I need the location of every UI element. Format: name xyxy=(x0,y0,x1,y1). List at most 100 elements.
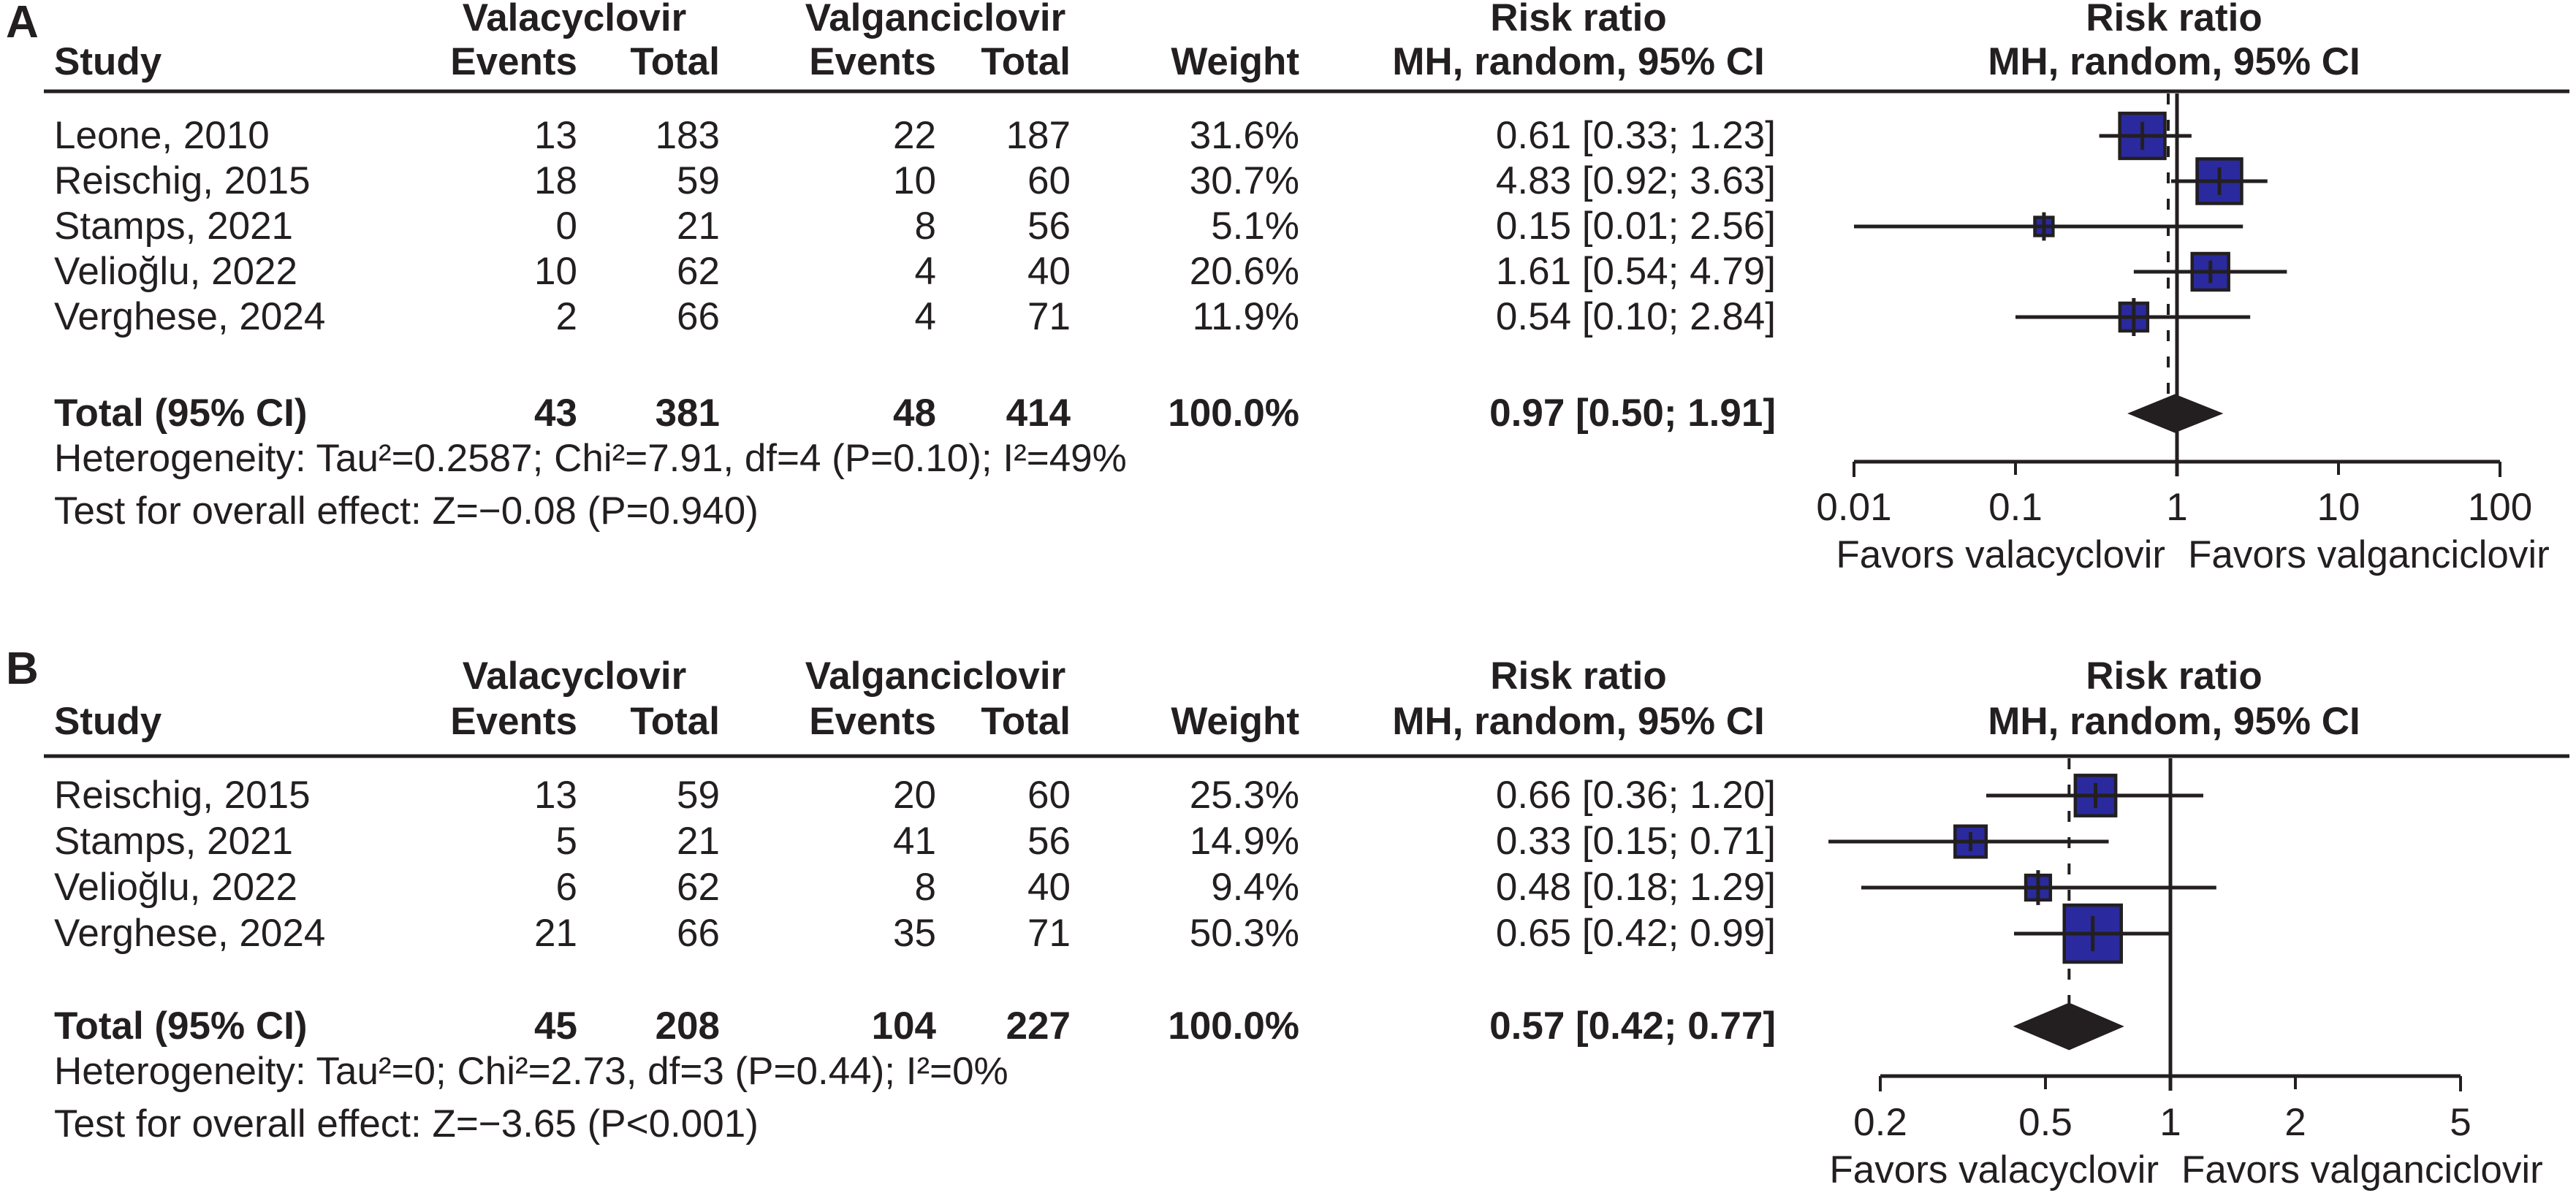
favors-right-label: Favors valganciclovir xyxy=(2188,533,2550,576)
panel-label: A xyxy=(6,0,39,47)
events-value: 41 xyxy=(893,820,936,863)
study-name: Verghese, 2024 xyxy=(54,295,326,338)
events-value: 35 xyxy=(893,912,936,955)
risk-ratio-value: 0.61 [0.33; 1.23] xyxy=(1495,114,1776,157)
plot-subtitle: MH, random, 95% CI xyxy=(1988,700,2360,743)
total-value: 71 xyxy=(1027,295,1071,338)
events-value: 5 xyxy=(555,820,577,863)
events-column-header: Events xyxy=(450,40,577,83)
events-value: 4 xyxy=(914,295,936,338)
study-column-header: Study xyxy=(54,700,162,743)
axis-tick-label: 1 xyxy=(2166,486,2187,529)
weight-value: 25.3% xyxy=(1189,774,1299,817)
study-name: Reischig, 2015 xyxy=(54,159,311,202)
events-value: 18 xyxy=(534,159,577,202)
panel-label: B xyxy=(6,644,39,694)
total-value: 59 xyxy=(677,159,720,202)
total-row-label: Total (95% CI) xyxy=(54,392,308,435)
study-name: Leone, 2010 xyxy=(54,114,270,157)
total-column-header: Total xyxy=(630,40,720,83)
total-value: 59 xyxy=(677,774,720,817)
weight-value: 100.0% xyxy=(1168,1004,1299,1048)
study-name: Verghese, 2024 xyxy=(54,912,326,955)
total-row-label: Total (95% CI) xyxy=(54,1004,308,1048)
risk-ratio-value: 0.57 [0.42; 0.77] xyxy=(1489,1004,1776,1048)
weight-value: 14.9% xyxy=(1189,820,1299,863)
events-value: 20 xyxy=(893,774,936,817)
weight-value: 9.4% xyxy=(1211,866,1299,909)
events-value: 10 xyxy=(534,250,577,293)
events-column-header: Events xyxy=(809,700,936,743)
heterogeneity-note: Heterogeneity: Tau²=0.2587; Chi²=7.91, d… xyxy=(54,437,1127,480)
group1-header: Valacyclovir xyxy=(462,0,687,39)
favors-left-label: Favors valacyclovir xyxy=(1836,533,2165,576)
total-column-header: Total xyxy=(981,700,1071,743)
weight-value: 50.3% xyxy=(1189,912,1299,955)
risk-ratio-subtitle: MH, random, 95% CI xyxy=(1392,40,1765,83)
total-value: 71 xyxy=(1027,912,1071,955)
study-name: Stamps, 2021 xyxy=(54,820,294,863)
axis-tick-label: 0.01 xyxy=(1816,486,1891,529)
total-value: 40 xyxy=(1027,866,1071,909)
total-value: 21 xyxy=(677,820,720,863)
total-value: 208 xyxy=(655,1004,720,1048)
risk-ratio-value: 0.97 [0.50; 1.91] xyxy=(1489,392,1776,435)
study-name: Velioğlu, 2022 xyxy=(54,250,298,293)
group2-header: Valganciclovir xyxy=(805,0,1066,39)
events-value: 43 xyxy=(534,392,577,435)
weight-value: 11.9% xyxy=(1192,295,1299,338)
risk-ratio-title: Risk ratio xyxy=(1490,0,1667,39)
favors-right-label: Favors valganciclovir xyxy=(2181,1148,2543,1192)
events-value: 104 xyxy=(871,1004,936,1048)
group1-header: Valacyclovir xyxy=(462,655,687,698)
risk-ratio-value: 0.15 [0.01; 2.56] xyxy=(1495,205,1776,248)
heterogeneity-note: Heterogeneity: Tau²=0; Chi²=2.73, df=3 (… xyxy=(54,1050,1008,1093)
risk-ratio-value: 0.66 [0.36; 1.20] xyxy=(1495,774,1776,817)
total-value: 56 xyxy=(1027,205,1071,248)
events-value: 4 xyxy=(914,250,936,293)
total-value: 62 xyxy=(677,866,720,909)
study-name: Reischig, 2015 xyxy=(54,774,311,817)
events-value: 10 xyxy=(893,159,936,202)
events-value: 48 xyxy=(893,392,936,435)
axis-tick-label: 100 xyxy=(2468,486,2532,529)
summary-diamond xyxy=(2127,394,2224,433)
study-column-header: Study xyxy=(54,40,162,83)
total-value: 62 xyxy=(677,250,720,293)
total-value: 56 xyxy=(1027,820,1071,863)
risk-ratio-title: Risk ratio xyxy=(1490,655,1667,698)
weight-value: 100.0% xyxy=(1168,392,1299,435)
total-value: 183 xyxy=(655,114,720,157)
risk-ratio-value: 0.48 [0.18; 1.29] xyxy=(1495,866,1776,909)
summary-diamond xyxy=(2013,1002,2124,1051)
weight-value: 31.6% xyxy=(1189,114,1299,157)
axis-tick-label: 0.1 xyxy=(1988,486,2043,529)
events-column-header: Events xyxy=(450,700,577,743)
total-column-header: Total xyxy=(981,40,1071,83)
events-value: 0 xyxy=(555,205,577,248)
axis-tick-label: 10 xyxy=(2317,486,2360,529)
events-value: 2 xyxy=(555,295,577,338)
events-value: 13 xyxy=(534,774,577,817)
risk-ratio-value: 0.65 [0.42; 0.99] xyxy=(1495,912,1776,955)
weight-value: 30.7% xyxy=(1189,159,1299,202)
favors-left-label: Favors valacyclovir xyxy=(1829,1148,2159,1192)
weight-column-header: Weight xyxy=(1171,40,1299,83)
total-column-header: Total xyxy=(630,700,720,743)
events-value: 8 xyxy=(914,205,936,248)
events-value: 6 xyxy=(555,866,577,909)
total-value: 66 xyxy=(677,912,720,955)
risk-ratio-value: 1.61 [0.54; 4.79] xyxy=(1495,250,1776,293)
weight-value: 20.6% xyxy=(1189,250,1299,293)
plot-title: Risk ratio xyxy=(2086,0,2262,39)
total-value: 21 xyxy=(677,205,720,248)
axis-tick-label: 0.5 xyxy=(2018,1101,2072,1144)
overall-effect-note: Test for overall effect: Z=−0.08 (P=0.94… xyxy=(54,489,759,533)
overall-effect-note: Test for overall effect: Z=−3.65 (P<0.00… xyxy=(54,1102,759,1145)
total-value: 187 xyxy=(1006,114,1071,157)
plot-title: Risk ratio xyxy=(2086,655,2262,698)
events-value: 21 xyxy=(534,912,577,955)
events-value: 13 xyxy=(534,114,577,157)
